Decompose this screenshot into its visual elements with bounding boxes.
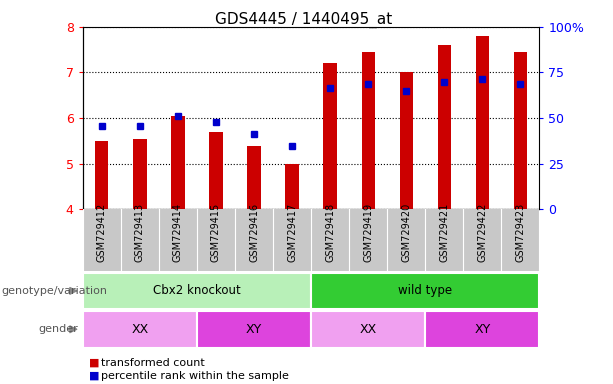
Text: genotype/variation: genotype/variation [1,286,107,296]
Bar [248,146,261,209]
Bar [476,36,489,209]
Bar [133,139,147,209]
Text: XY: XY [246,323,262,336]
Text: GDS4445 / 1440495_at: GDS4445 / 1440495_at [215,12,392,28]
Text: transformed count: transformed count [101,358,205,368]
Text: XY: XY [474,323,490,336]
Bar [438,45,451,209]
Bar [362,52,375,209]
Bar [311,311,425,348]
Text: XX: XX [360,323,377,336]
Bar [514,52,527,209]
Text: ■: ■ [89,371,99,381]
Bar [311,273,539,309]
Bar [209,132,223,209]
Text: XX: XX [131,323,148,336]
Text: wild type: wild type [398,285,452,297]
Bar [324,63,337,209]
Bar [83,311,197,348]
Bar [83,273,311,309]
Bar [425,311,539,348]
Text: ■: ■ [89,358,99,368]
Bar [286,164,299,209]
Bar [171,116,185,209]
Bar [197,311,311,348]
Bar [400,73,413,209]
Text: percentile rank within the sample: percentile rank within the sample [101,371,289,381]
Bar [95,141,109,209]
Text: Cbx2 knockout: Cbx2 knockout [153,285,241,297]
Text: gender: gender [38,324,78,334]
